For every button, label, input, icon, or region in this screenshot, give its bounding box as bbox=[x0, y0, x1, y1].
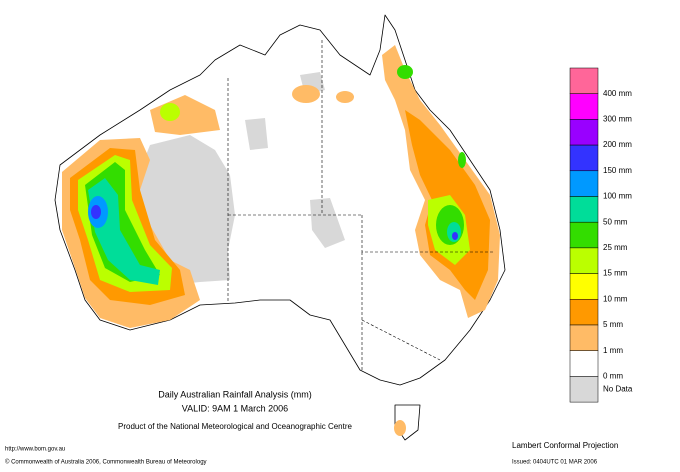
legend-swatch bbox=[569, 196, 599, 223]
rain-150mm bbox=[91, 205, 101, 219]
legend-label: 200 mm bbox=[603, 140, 632, 149]
no-data-region bbox=[130, 72, 345, 285]
legend-swatch bbox=[569, 299, 599, 326]
source-url[interactable]: http://www.bom.gov.au bbox=[5, 447, 65, 453]
legend-swatch bbox=[569, 119, 599, 146]
rain-cape-york bbox=[397, 65, 413, 79]
legend-swatch bbox=[569, 67, 599, 94]
issued: Issued: 0404UTC 01 MAR 2006 bbox=[512, 460, 598, 466]
legend: 400 mm 300 mm 200 mm 150 mm 100 mm 50 mm 25 mm… bbox=[569, 67, 633, 403]
legend-label: 0 mm bbox=[603, 372, 623, 381]
legend-swatch bbox=[569, 93, 599, 120]
legend-swatch bbox=[569, 324, 599, 351]
valid-time: VALID: 9AM 1 March 2006 bbox=[182, 403, 288, 413]
legend-label: No Data bbox=[603, 384, 633, 393]
legend-label: 5 mm bbox=[603, 320, 623, 329]
legend-label: 300 mm bbox=[603, 115, 632, 124]
rain-coast bbox=[458, 152, 466, 168]
projection: Lambert Conformal Projection bbox=[512, 441, 618, 450]
legend-label: 15 mm bbox=[603, 269, 628, 278]
legend-label: 10 mm bbox=[603, 294, 628, 303]
legend-swatch bbox=[569, 350, 599, 377]
product-credit: Product of the National Meteorological a… bbox=[118, 422, 352, 431]
legend-label: 50 mm bbox=[603, 217, 628, 226]
legend-label: 400 mm bbox=[603, 89, 632, 98]
legend-label: 1 mm bbox=[603, 346, 623, 355]
legend-swatch bbox=[569, 170, 599, 197]
rain-nt bbox=[292, 85, 320, 103]
map-area bbox=[54, 14, 506, 441]
legend-label: 25 mm bbox=[603, 243, 628, 252]
rain-north-wa-core bbox=[160, 103, 180, 121]
legend-swatch bbox=[569, 376, 599, 403]
legend-swatch bbox=[569, 273, 599, 300]
legend-label: 150 mm bbox=[603, 166, 632, 175]
legend-swatch bbox=[569, 221, 599, 249]
state-borders bbox=[227, 40, 495, 372]
legend-swatch bbox=[569, 144, 599, 172]
map-title: Daily Australian Rainfall Analysis (mm) bbox=[158, 389, 312, 399]
rain-sa bbox=[394, 420, 406, 436]
copyright: © Commonwealth of Australia 2006, Common… bbox=[5, 459, 207, 466]
legend-swatch bbox=[569, 247, 599, 274]
rain-nt2 bbox=[336, 91, 354, 103]
rain-east-100mm bbox=[452, 232, 458, 240]
legend-label: 100 mm bbox=[603, 192, 632, 201]
